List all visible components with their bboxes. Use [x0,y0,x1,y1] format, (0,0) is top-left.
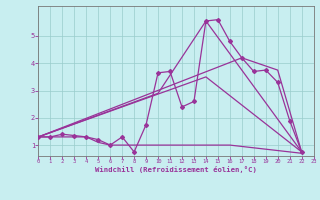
X-axis label: Windchill (Refroidissement éolien,°C): Windchill (Refroidissement éolien,°C) [95,166,257,173]
